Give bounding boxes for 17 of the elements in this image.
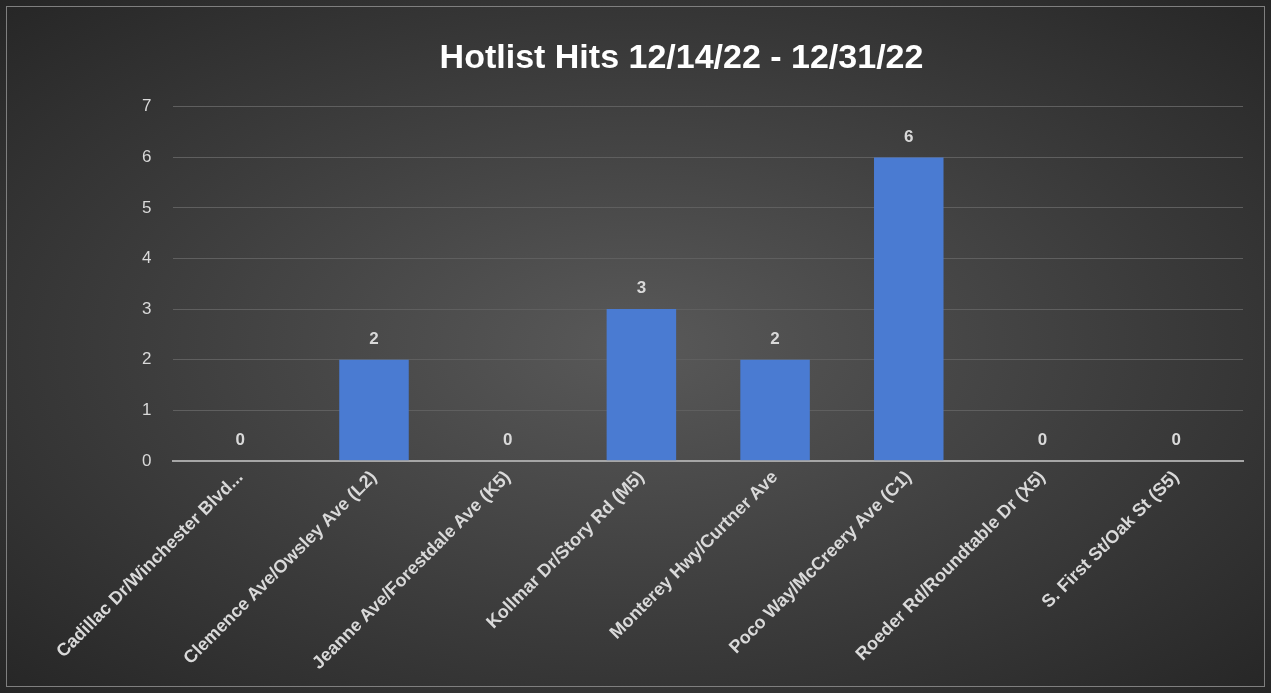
y-tick-label: 1 bbox=[141, 399, 152, 419]
data-label: 0 bbox=[502, 430, 513, 450]
y-tick-label: 2 bbox=[141, 349, 152, 369]
data-label: 0 bbox=[235, 430, 246, 450]
data-label: 6 bbox=[904, 126, 914, 146]
y-tick-label: 4 bbox=[141, 248, 152, 268]
data-label: 0 bbox=[1171, 430, 1181, 450]
data-label: 3 bbox=[636, 278, 647, 298]
y-tick-label: 0 bbox=[141, 450, 152, 470]
data-label: 0 bbox=[1037, 430, 1048, 450]
y-tick-label: 3 bbox=[141, 298, 152, 318]
y-tick-label: 5 bbox=[141, 197, 152, 217]
data-label: 2 bbox=[369, 328, 379, 348]
data-label: 2 bbox=[770, 328, 780, 348]
y-tick-label: 6 bbox=[141, 147, 152, 167]
chart-title: Hotlist Hits 12/14/22 - 12/31/22 bbox=[439, 36, 924, 75]
y-tick-label: 7 bbox=[141, 96, 152, 116]
